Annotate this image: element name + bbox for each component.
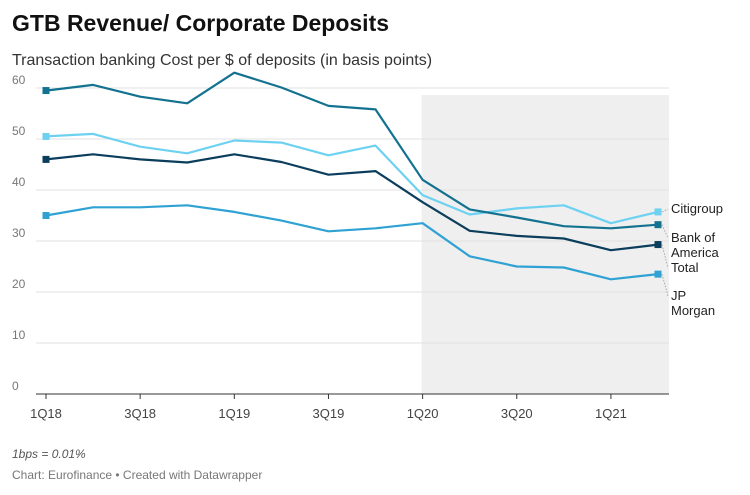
grid-layer <box>36 87 669 395</box>
x-tick-label-1Q19: 1Q19 <box>218 406 250 421</box>
x-tick-label-1Q20: 1Q20 <box>407 406 439 421</box>
footnote: 1bps = 0.01% <box>12 447 86 461</box>
x-tick-label-3Q19: 3Q19 <box>313 406 345 421</box>
highlight-region <box>421 95 669 394</box>
source-credit: Chart: Eurofinance • Created with Datawr… <box>12 468 263 482</box>
y-tick-label-20: 20 <box>12 277 26 291</box>
series-layer <box>42 71 662 281</box>
series-line-total <box>44 153 660 252</box>
series-label-total: Total <box>671 260 699 275</box>
x-tick-label-1Q18: 1Q18 <box>30 406 62 421</box>
series-line-citigroup <box>44 132 660 225</box>
chart-subtitle: Transaction banking Cost per $ of deposi… <box>12 52 433 69</box>
x-tick-label-3Q20: 3Q20 <box>501 406 533 421</box>
y-tick-label-10: 10 <box>12 328 26 342</box>
point-total-1Q18 <box>42 155 50 163</box>
point-jp-morgan-1Q18 <box>42 212 50 219</box>
point-total-2Q21 <box>654 241 662 249</box>
point-citigroup-1Q18 <box>42 132 50 140</box>
point-jp-morgan-2Q21 <box>654 270 662 278</box>
y-tick-label-50: 50 <box>12 124 26 138</box>
x-tick-label-1Q21: 1Q21 <box>595 406 627 421</box>
label-leader-bank-of-america <box>661 224 669 239</box>
series-label-jp-morgan-line2: Morgan <box>671 303 715 318</box>
y-tick-label-60: 60 <box>12 73 26 87</box>
point-bank-of-america-2Q21 <box>654 221 662 229</box>
label-leader-jp-morgan <box>661 274 669 297</box>
chart-title: GTB Revenue/ Corporate Deposits <box>12 10 390 36</box>
y-tick-label-0: 0 <box>12 379 19 393</box>
series-label-bank-of-america: Bank of <box>671 230 715 245</box>
label-leader-citigroup <box>661 208 669 213</box>
y-tick-label-30: 30 <box>12 226 26 240</box>
series-line-bank-of-america <box>44 71 660 230</box>
series-label-bank-of-america-line2: America <box>671 245 719 260</box>
point-bank-of-america-1Q18 <box>42 87 50 95</box>
x-tick-label-3Q18: 3Q18 <box>124 406 156 421</box>
point-citigroup-2Q21 <box>654 208 662 216</box>
series-label-jp-morgan: JP <box>671 288 686 303</box>
highlight-layer <box>421 95 669 394</box>
series-label-citigroup: Citigroup <box>671 201 723 216</box>
y-tick-label-40: 40 <box>12 175 26 189</box>
axis-layer: 0 10 20 30 40 50 60 1Q18 3Q18 1Q19 3Q19 1Q20 3Q20 1Q2… <box>12 73 627 421</box>
label-leader-total <box>661 244 669 269</box>
series-line-jp-morgan <box>44 204 660 281</box>
line-chart: 0 10 20 30 40 50 60 1Q18 3Q18 1Q19 3Q19 1Q20 3Q20 1Q2… <box>12 71 723 421</box>
